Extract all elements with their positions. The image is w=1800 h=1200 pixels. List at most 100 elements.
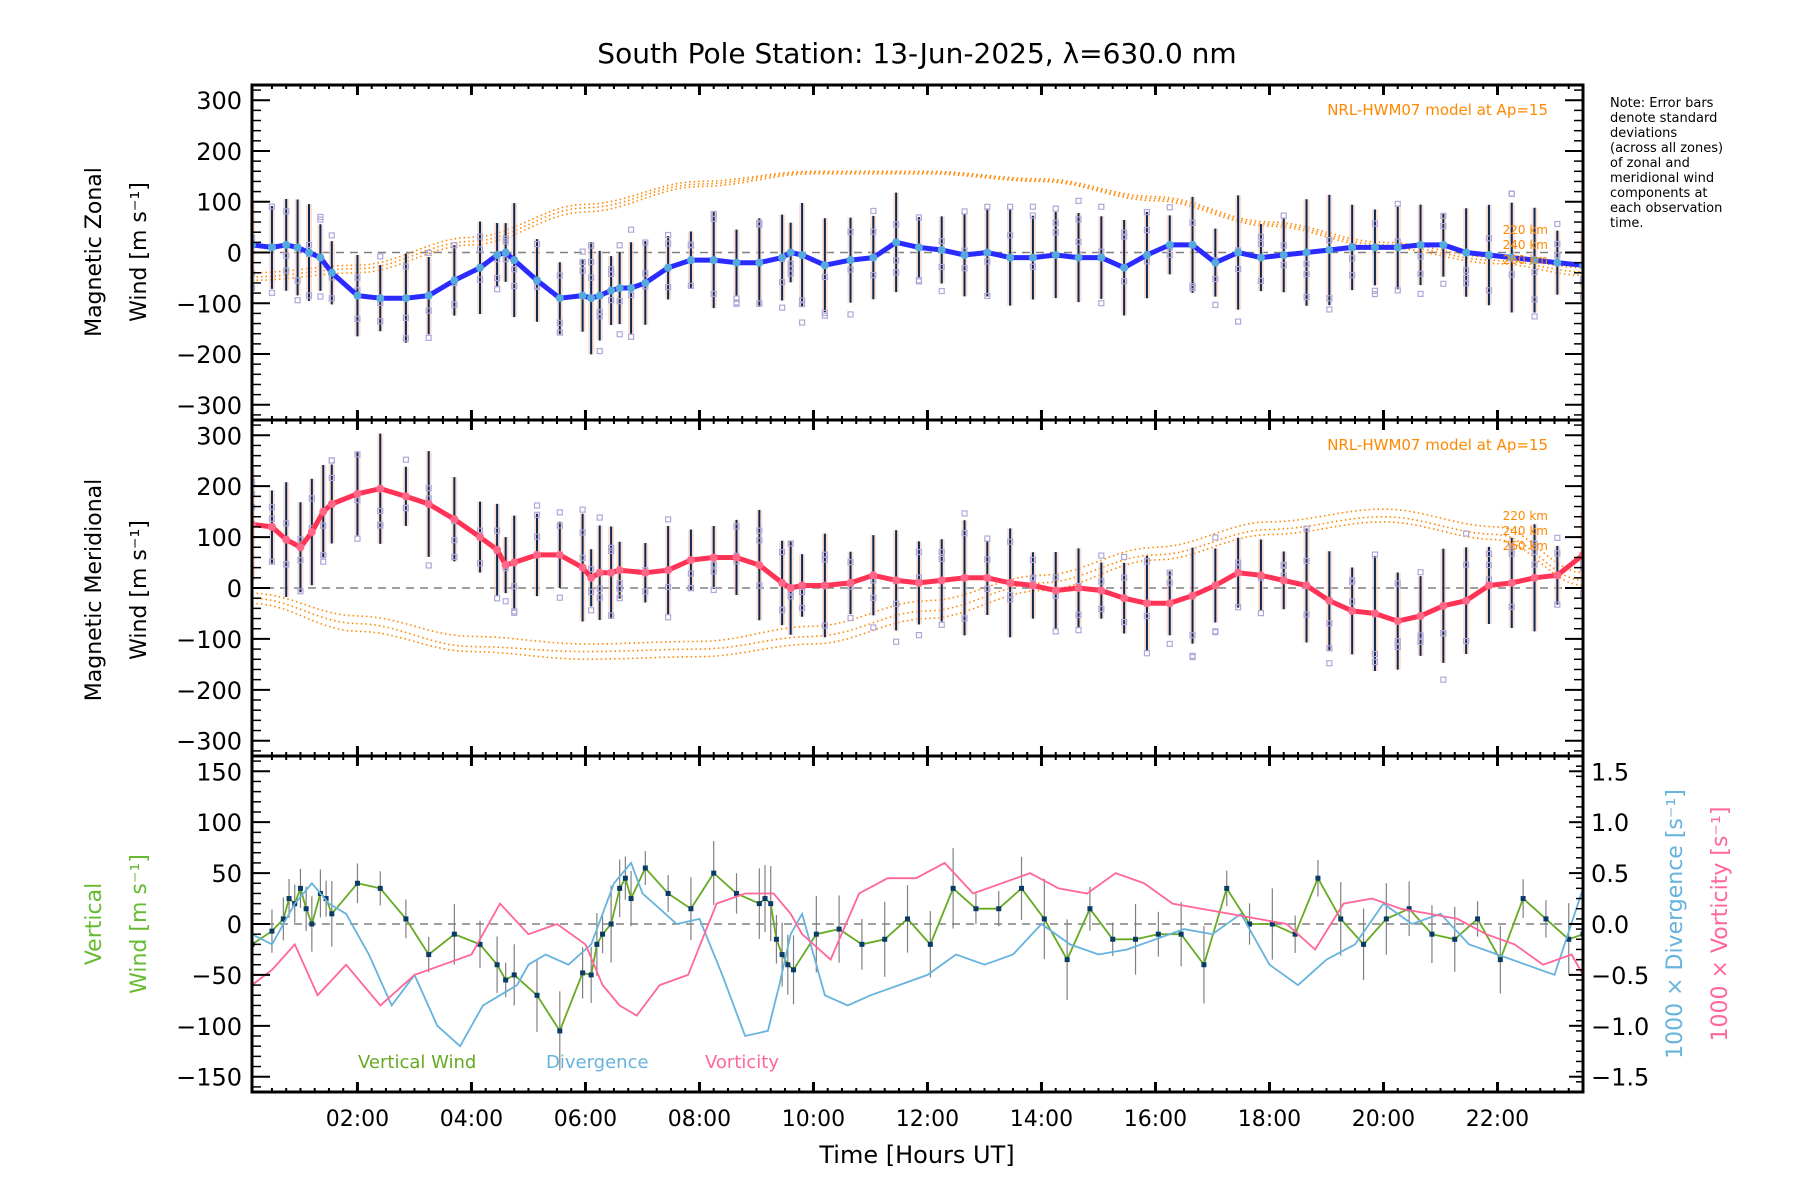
sample-point	[354, 315, 361, 322]
sample-point	[533, 511, 541, 518]
model-altitude-label: 260 km	[1503, 253, 1548, 267]
sample-point	[1349, 271, 1356, 279]
sample-point	[1508, 550, 1515, 557]
sample-point	[476, 246, 484, 253]
sample-point	[1554, 601, 1561, 608]
sample-point	[1189, 283, 1196, 290]
sample-point	[870, 228, 877, 235]
divergence-line	[252, 861, 1583, 1048]
vertical-wind-point	[286, 896, 292, 902]
model-altitude-label: 260 km	[1503, 539, 1548, 553]
sample-point	[252, 490, 256, 498]
zonal-wind-point	[1553, 258, 1562, 267]
zonal-wind-point	[686, 256, 695, 265]
sample-point	[1029, 263, 1037, 270]
sample-point	[1579, 590, 1583, 597]
vertical-wind-point	[813, 931, 819, 937]
sample-point	[1417, 290, 1424, 297]
meridional-wind-point	[983, 573, 992, 582]
vertical-wind-point	[791, 967, 797, 973]
meridional-wind-point	[1530, 573, 1539, 582]
meridional-wind-point	[1097, 586, 1106, 595]
vertical-wind-point	[1315, 875, 1321, 881]
meridional-wind-point	[424, 500, 433, 508]
sample-point	[556, 509, 563, 516]
vertical-panel: 1.5 1.0 0.5 0.0 −0.5 −1.0 −1.5 150 100 50 0 −50 −100…	[176, 754, 1649, 1094]
sample-point	[1371, 650, 1379, 658]
zonal-wind-point	[510, 256, 519, 265]
sample-point	[1463, 561, 1470, 568]
meridional-wind-point	[1393, 617, 1402, 626]
sample-point	[961, 208, 968, 215]
sample-point	[1394, 200, 1401, 208]
vertical-wind-point	[1361, 941, 1367, 947]
sample-point	[1052, 229, 1059, 236]
sample-point	[779, 548, 786, 556]
meridional-wind-point	[1165, 599, 1174, 608]
vertical-wind-point	[426, 952, 432, 958]
meridional-wind-point	[732, 553, 741, 562]
meridional-wind-point	[1211, 581, 1220, 590]
zonal-wind-point	[1439, 240, 1448, 249]
sample-point	[377, 522, 384, 529]
sample-point	[1212, 628, 1219, 635]
x-axis-label: Time [Hours UT]	[818, 1141, 1014, 1169]
sample-point	[268, 558, 276, 565]
y2-tick-label: −1.0	[1591, 1013, 1649, 1041]
sample-point	[328, 474, 335, 482]
sample-point	[297, 536, 304, 543]
sample-point	[1554, 220, 1561, 228]
sample-point	[502, 256, 509, 263]
sample-point	[1371, 658, 1379, 666]
zonal-wind-point	[1074, 253, 1083, 262]
sample-point	[1508, 543, 1515, 550]
sample-point	[821, 309, 828, 316]
sample-point	[1440, 280, 1447, 287]
meridional-wind-point	[1302, 581, 1311, 590]
vertical-wind-point	[309, 921, 315, 927]
sample-point	[494, 286, 501, 293]
vertical-wind-point	[905, 916, 911, 922]
sample-point	[893, 257, 900, 264]
sample-point	[733, 523, 740, 530]
sample-point	[687, 242, 695, 249]
sample-point	[588, 274, 595, 281]
zonal-y-label-line1: Magnetic Zonal	[82, 167, 107, 337]
meridional-plot-area	[252, 433, 1583, 683]
vertical-wind-point	[1520, 896, 1526, 902]
model-curve-260km	[252, 173, 1583, 282]
vertical-wind-point	[1338, 916, 1344, 922]
sample-point	[533, 240, 541, 248]
sample-point	[596, 313, 603, 320]
sample-point	[1257, 233, 1265, 240]
meridional-wind-point	[820, 581, 829, 590]
vertical-wind-point	[1064, 957, 1070, 963]
y-tick-label: −300	[176, 392, 242, 420]
sample-point	[1485, 550, 1493, 557]
meridional-wind-point	[587, 573, 596, 582]
sample-point	[1280, 562, 1287, 569]
zonal-wind-point	[983, 248, 992, 257]
sample-point	[1531, 540, 1538, 547]
zonal-wind-point	[305, 248, 314, 257]
vertical-wind-point	[594, 941, 600, 947]
sample-point	[268, 289, 276, 296]
sample-point	[1508, 190, 1515, 197]
vertical-wind-point	[1406, 906, 1412, 912]
sample-point	[665, 240, 672, 247]
sample-point	[1303, 525, 1310, 532]
sample-point	[1280, 242, 1287, 249]
meridional-wind-point	[755, 561, 764, 570]
sample-point	[1280, 212, 1287, 219]
sample-point	[1417, 253, 1424, 260]
sample-point	[511, 583, 518, 590]
vertical-wind-point	[303, 906, 309, 912]
meridional-wind-point	[296, 543, 305, 552]
sample-point	[938, 555, 945, 563]
vertical-wind-point	[534, 992, 540, 998]
sample-point	[1394, 643, 1401, 650]
vertical-wind-point	[1497, 957, 1503, 963]
sample-point	[627, 226, 635, 233]
zonal-wind-point	[493, 251, 502, 260]
